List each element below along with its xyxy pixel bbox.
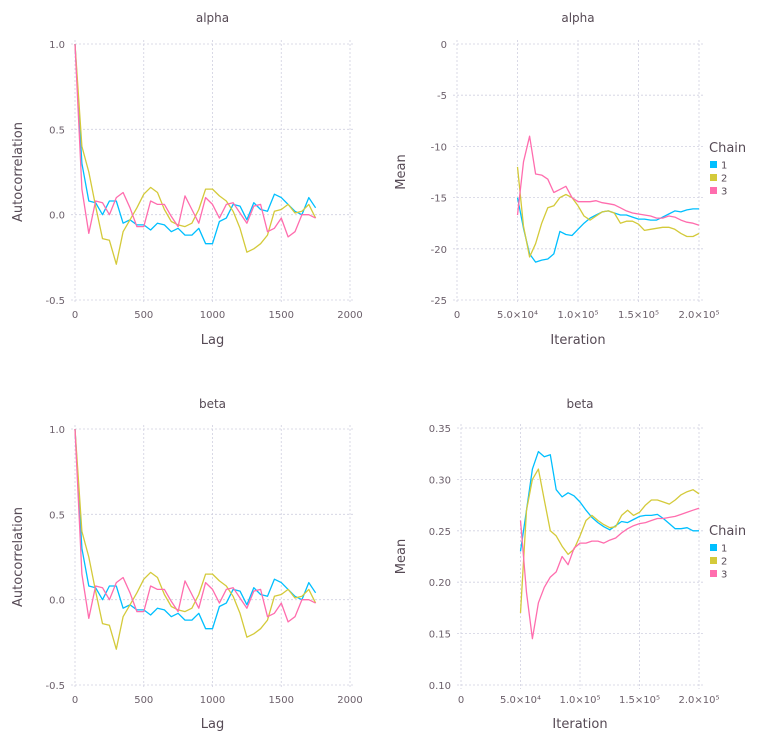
panel-1: 0 500 1000 1500 2000 -0.5 0.0 0.5 1.0 alpha Lag Aut… [11, 11, 363, 348]
series-line-chain-1 [74, 43, 317, 245]
y-tick-label: -15 [431, 194, 447, 205]
legend-swatch [710, 161, 717, 168]
y-tick-label: -0.5 [45, 296, 65, 307]
x-tick-label: 500 [134, 310, 153, 321]
y-tick-label: 0.5 [49, 125, 65, 136]
legend-swatch [710, 557, 717, 564]
x-tick-label: 500 [134, 695, 153, 706]
x-tick-label: 2.0×10⁵ [678, 310, 719, 321]
x-tick-label: 1000 [200, 310, 225, 321]
x-tick-label: 1.5×10⁵ [619, 695, 660, 706]
x-tick-label: 5.0×10⁴ [497, 310, 538, 321]
series-line-chain-1 [516, 197, 699, 263]
legend-label: 3 [721, 187, 727, 198]
y-tick-label: -25 [431, 296, 447, 307]
y-tick-label: 0.0 [49, 211, 65, 222]
x-tick-label: 0 [72, 310, 78, 321]
legend: Chain 1 2 3 [709, 141, 746, 198]
x-tick-label: 1500 [269, 695, 294, 706]
legend-label: 1 [721, 544, 727, 555]
series-line-chain-1 [519, 450, 699, 552]
legend-label: 1 [721, 161, 727, 172]
y-tick-label: -0.5 [45, 681, 65, 692]
y-tick-label: 0.0 [49, 596, 65, 607]
panel-4: 0 5.0×10⁴ 1.0×10⁵ 1.5×10⁵ 2.0×10⁵ 0.10 0.15 0.2… [394, 397, 746, 732]
x-tick-label: 1.5×10⁵ [618, 310, 659, 321]
legend-swatch [710, 187, 717, 194]
legend-label: 2 [721, 174, 727, 185]
y-tick-label: 1.0 [49, 40, 65, 51]
y-tick-label: 0.5 [49, 510, 65, 521]
y-tick-label: 0.15 [429, 630, 451, 641]
legend-swatch [710, 544, 717, 551]
y-axis-label: Mean [394, 154, 409, 189]
chart-title: beta [199, 397, 226, 411]
x-tick-label: 0 [454, 310, 460, 321]
x-axis-label: Lag [201, 717, 224, 732]
y-tick-label: 0.10 [429, 681, 451, 692]
x-tick-label: 0 [72, 695, 78, 706]
y-tick-label: -20 [431, 245, 447, 256]
panel-3: 0 500 1000 1500 2000 -0.5 0.0 0.5 1.0 beta Lag Auto… [11, 397, 363, 732]
x-tick-label: 1.0×10⁵ [557, 310, 598, 321]
y-tick-label: 0.35 [429, 424, 451, 435]
chart-title: alpha [561, 11, 594, 25]
series-line-chain-3 [74, 428, 316, 623]
chart-title: beta [566, 397, 593, 411]
x-tick-label: 2000 [337, 695, 362, 706]
legend-label: 3 [721, 570, 727, 581]
y-tick-label: 0.25 [429, 527, 451, 538]
x-tick-label: 0 [458, 695, 464, 706]
chart-title: alpha [196, 11, 229, 25]
legend-swatch [710, 570, 717, 577]
x-axis-label: Iteration [550, 333, 605, 348]
series-line-chain-1 [74, 428, 317, 630]
series-line-chain-2 [516, 166, 700, 258]
legend-title: Chain [709, 141, 746, 156]
y-tick-label: 1.0 [49, 425, 65, 436]
y-tick-label: 0.30 [429, 475, 451, 486]
legend-label: 2 [721, 557, 727, 568]
series-line-chain-3 [519, 507, 700, 640]
legend-title: Chain [709, 524, 746, 539]
legend-swatch [710, 174, 717, 181]
legend: Chain 1 2 3 [709, 524, 746, 581]
x-axis-label: Iteration [552, 717, 607, 732]
panel-2: 0 5.0×10⁴ 1.0×10⁵ 1.5×10⁵ 2.0×10⁵ -25 -20 -15 -1… [394, 11, 746, 348]
x-tick-label: 1000 [200, 695, 225, 706]
y-tick-label: -5 [437, 91, 447, 102]
y-tick-label: 0 [441, 40, 447, 51]
series-line-chain-2 [519, 468, 700, 614]
x-tick-label: 2000 [337, 310, 362, 321]
series-line-chain-3 [74, 43, 316, 238]
y-tick-label: -10 [431, 142, 447, 153]
y-axis-label: Autocorrelation [11, 122, 26, 222]
x-tick-label: 1500 [269, 310, 294, 321]
x-tick-label: 5.0×10⁴ [500, 695, 541, 706]
x-tick-label: 1.0×10⁵ [559, 695, 600, 706]
series-line-chain-3 [516, 135, 700, 226]
y-axis-label: Autocorrelation [11, 507, 26, 607]
x-axis-label: Lag [201, 333, 224, 348]
y-tick-label: 0.20 [429, 578, 451, 589]
x-tick-label: 2.0×10⁵ [678, 695, 719, 706]
y-axis-label: Mean [394, 539, 409, 574]
